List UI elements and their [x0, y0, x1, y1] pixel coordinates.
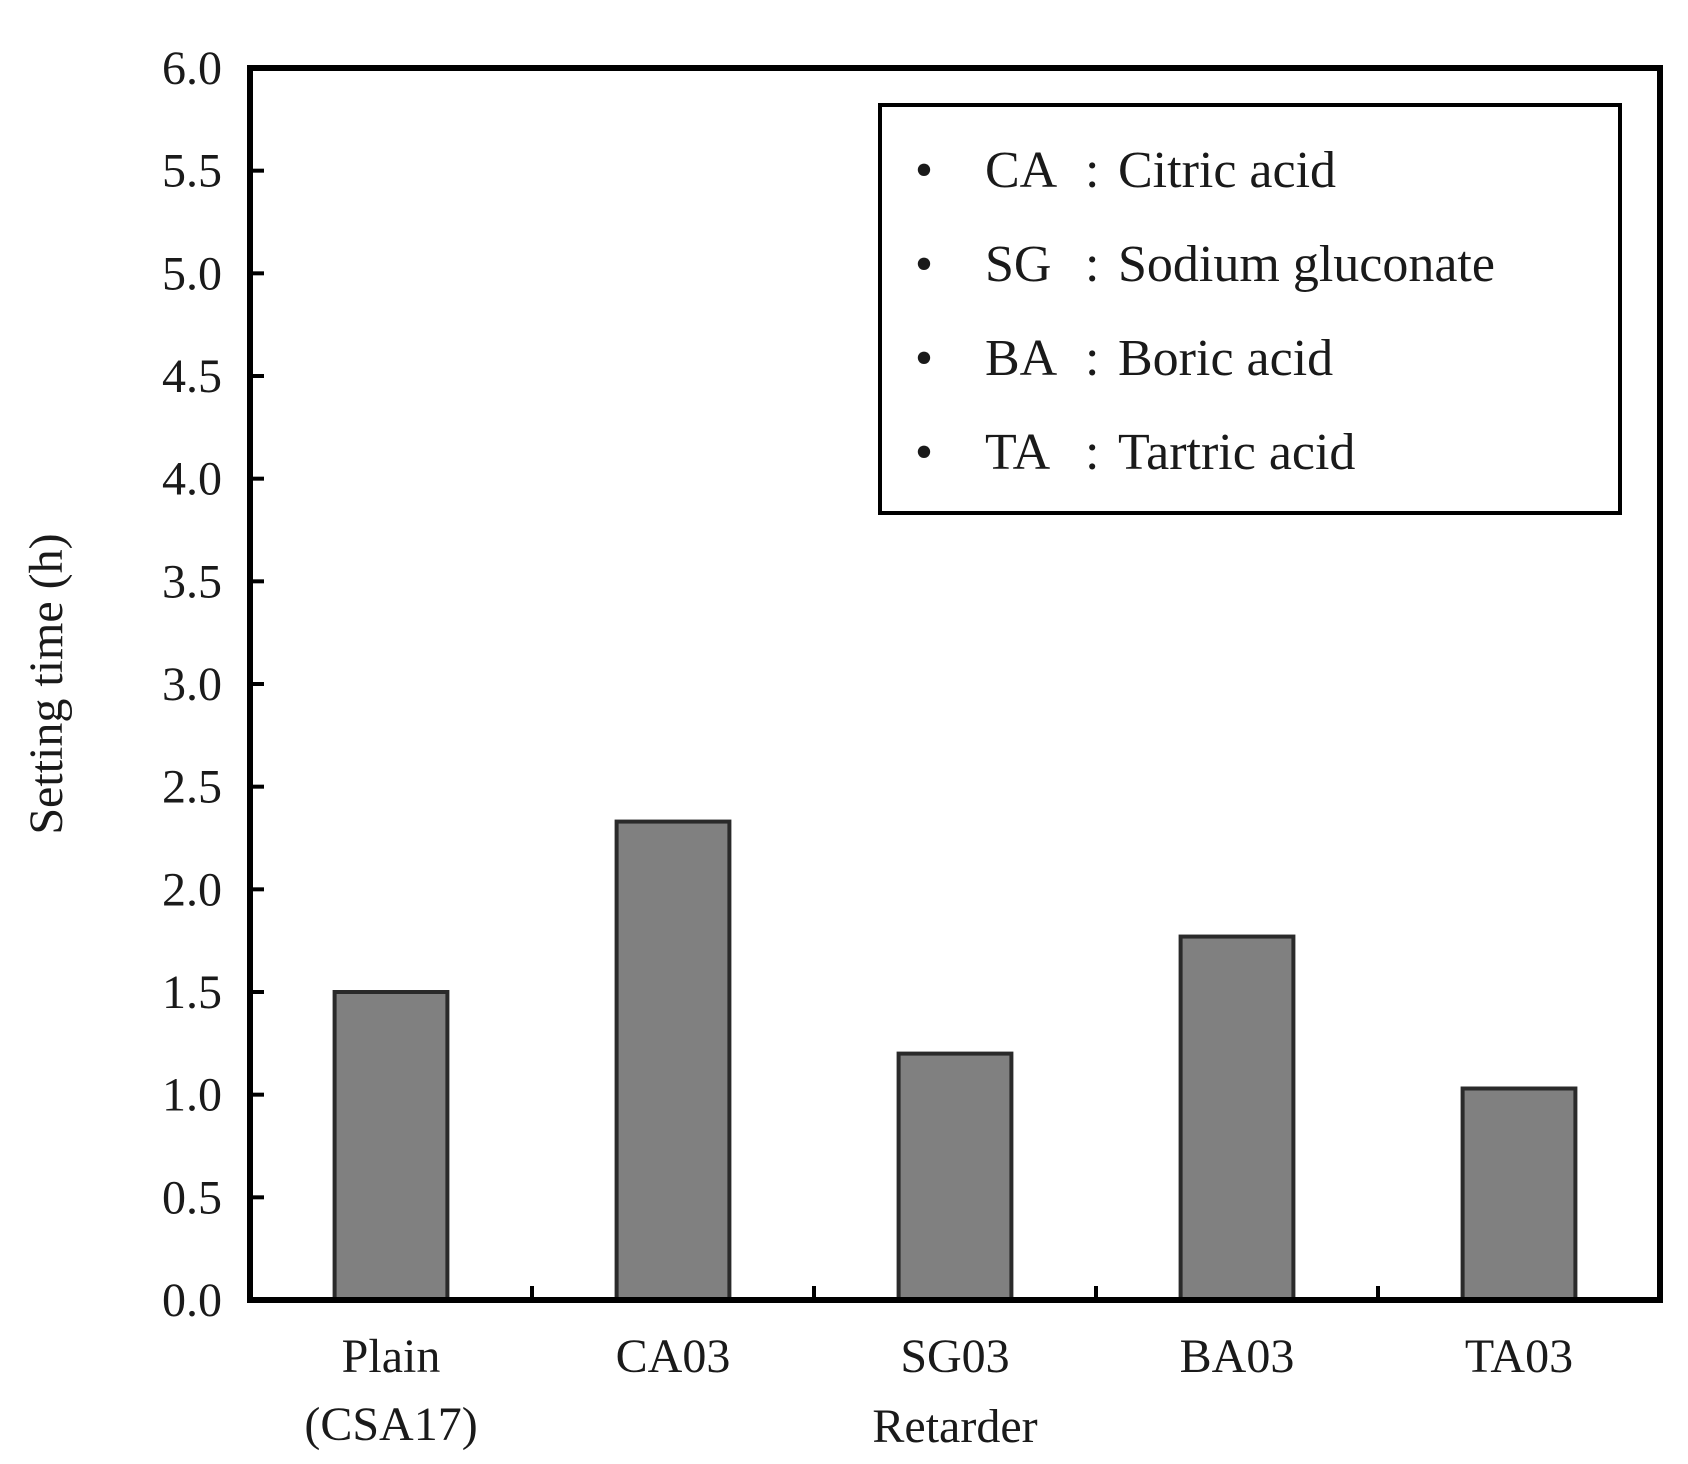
y-tick-label: 0.5: [162, 1171, 222, 1224]
y-axis: 0.0 0.5 1.0 1.5 2.0 2.5 3.0 3.5 4.0 4.5 5.0 5.5 6.0: [162, 42, 264, 1327]
x-tick-label-line2: (CSA17): [304, 1398, 477, 1451]
x-tick-label: BA03: [1180, 1330, 1295, 1383]
legend-name: Tartric acid: [1118, 424, 1355, 481]
legend-separator: :: [1085, 424, 1099, 481]
bar-plain: [332, 990, 450, 1302]
legend: • CA: Citric acid • SG: Sodium gluconate • BA: B…: [878, 103, 1622, 515]
y-tick-label: 6.0: [162, 42, 222, 95]
legend-abbr: TA: [985, 424, 1051, 481]
bar-ba03: [1178, 934, 1296, 1302]
y-tick-label: 2.0: [162, 863, 222, 916]
x-tick-label: TA03: [1465, 1330, 1573, 1383]
y-tick-label: 1.0: [162, 1069, 222, 1122]
legend-bullet: •: [915, 236, 933, 293]
legend-box: [878, 103, 1622, 515]
x-axis-title: Retarder: [872, 1400, 1037, 1453]
bar-ca03: [614, 819, 732, 1302]
legend-abbr: SG: [985, 236, 1051, 293]
y-tick-label: 3.0: [162, 658, 222, 711]
x-tick-label: SG03: [900, 1330, 1009, 1383]
y-tick-label: 4.5: [162, 350, 222, 403]
legend-separator: :: [1085, 330, 1099, 387]
y-tick-label: 0.0: [162, 1274, 222, 1327]
bar-ta03: [1460, 1086, 1578, 1303]
legend-name: Sodium gluconate: [1118, 236, 1495, 293]
legend-name: Citric acid: [1118, 142, 1336, 199]
legend-separator: :: [1085, 236, 1099, 293]
x-tick-label: Plain: [342, 1330, 441, 1383]
y-tick-label: 4.0: [162, 453, 222, 506]
legend-abbr: BA: [985, 330, 1058, 387]
y-tick-label: 3.5: [162, 555, 222, 608]
bar-sg03: [896, 1051, 1014, 1302]
legend-bullet: •: [915, 330, 933, 387]
y-axis-title: Setting time (h): [20, 533, 73, 834]
x-tick-label: CA03: [616, 1330, 731, 1383]
legend-name: Boric acid: [1118, 330, 1333, 387]
legend-bullet: •: [915, 424, 933, 481]
y-tick-label: 1.5: [162, 966, 222, 1019]
legend-bullet: •: [915, 142, 933, 199]
x-axis: Plain (CSA17) CA03 SG03 BA03 TA03: [304, 1286, 1573, 1451]
bars-group: [332, 819, 1578, 1303]
legend-abbr: CA: [985, 142, 1058, 199]
y-tick-label: 5.5: [162, 145, 222, 198]
legend-separator: :: [1085, 142, 1099, 199]
y-tick-label: 5.0: [162, 247, 222, 300]
y-tick-label: 2.5: [162, 761, 222, 814]
